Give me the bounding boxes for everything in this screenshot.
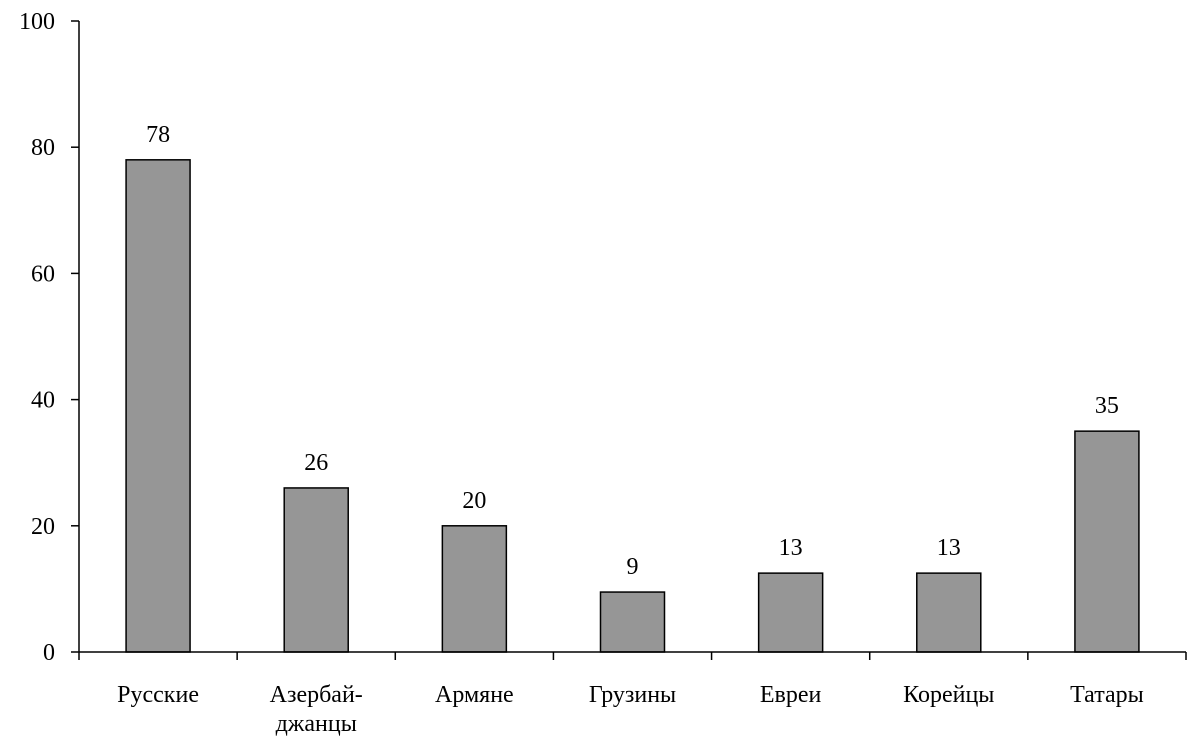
data-label: 78 [146, 122, 170, 148]
category-label: Евреи [760, 682, 822, 708]
bar [757, 572, 824, 653]
bar [125, 159, 191, 653]
category-label: джанцы [276, 711, 357, 737]
category-label: Грузины [589, 682, 676, 708]
y-axis-ticks: 0 20 40 60 80 100 [19, 9, 79, 666]
data-label: 35 [1095, 393, 1119, 419]
category-label: Армяне [435, 682, 514, 708]
y-tick-label: 100 [19, 9, 55, 35]
data-label: 26 [304, 450, 328, 476]
data-labels: 78 26 20 9 13 13 35 [146, 122, 1119, 580]
data-label: 13 [937, 535, 961, 561]
data-label: 13 [779, 535, 803, 561]
data-label: 20 [462, 488, 486, 514]
category-labels: Русские Азербай-джанцы Армяне Грузины Евреи К… [117, 682, 1144, 737]
category-label: Русские [117, 682, 199, 708]
y-tick-label: 80 [31, 135, 55, 161]
x-axis-ticks [78, 652, 1187, 660]
category-label: Татары [1070, 682, 1144, 708]
bar [916, 572, 982, 653]
category-label: Корейцы [903, 682, 994, 708]
category-label: Азербай- [270, 682, 363, 708]
bar [599, 591, 666, 653]
y-tick-label: 20 [31, 514, 55, 540]
y-tick-label: 40 [31, 388, 55, 414]
bar [441, 525, 508, 653]
data-label: 9 [627, 554, 639, 580]
y-tick-label: 60 [31, 261, 55, 287]
y-tick-label: 0 [43, 640, 55, 666]
bar [1074, 430, 1140, 653]
bar [283, 487, 349, 653]
bars [125, 159, 1140, 653]
